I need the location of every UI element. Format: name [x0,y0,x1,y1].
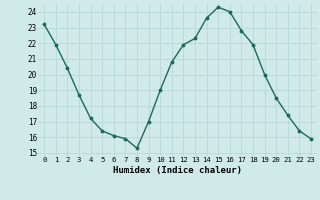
X-axis label: Humidex (Indice chaleur): Humidex (Indice chaleur) [113,166,242,175]
